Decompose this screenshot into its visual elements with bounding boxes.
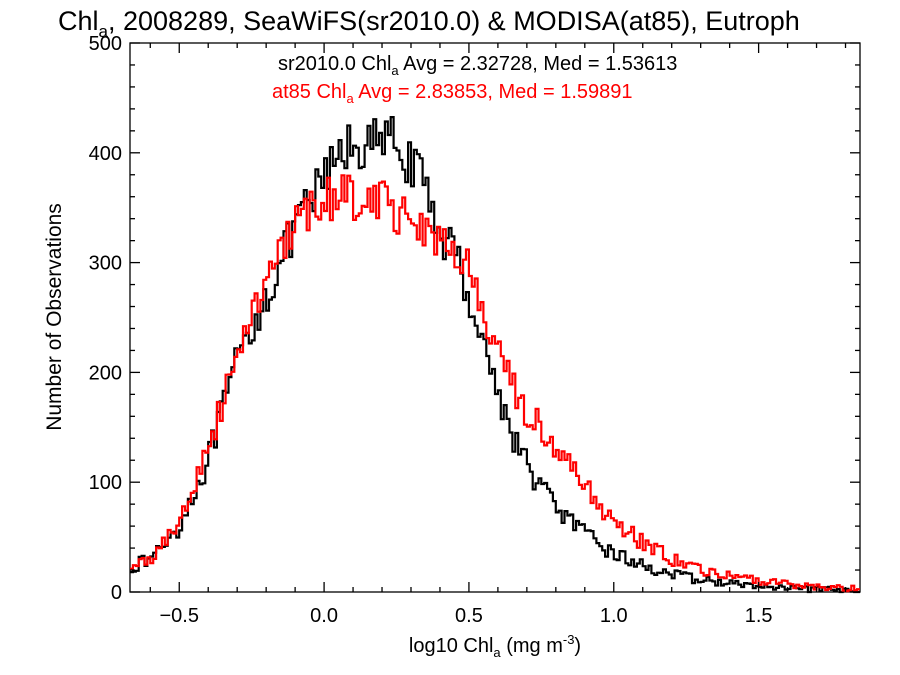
y-tick-label: 200	[89, 362, 122, 384]
y-tick-label: 300	[89, 253, 122, 275]
plot-frame	[129, 42, 861, 593]
title-prefix: Chl	[58, 6, 99, 36]
y-tick-label: 500	[89, 33, 122, 55]
histogram-series-0	[130, 116, 860, 594]
series-layer	[130, 116, 860, 594]
y-axis-label: Number of Observations	[43, 203, 66, 431]
title-subscript: a	[99, 22, 109, 41]
annotation-sr2010: sr2010.0 Chla Avg = 2.32728, Med = 1.536…	[278, 53, 677, 78]
chart-title: Chla, 2008289, SeaWiFS(sr2010.0) & MODIS…	[58, 6, 800, 41]
annotation-at85: at85 Chla Avg = 2.83853, Med = 1.59891	[272, 81, 632, 106]
x-tick-label: −0.5	[160, 605, 199, 627]
x-tick-label: 0.5	[455, 605, 483, 627]
x-tick-label: 0.0	[310, 605, 338, 627]
y-tick-label: 0	[111, 582, 122, 604]
x-axis-label: log10 Chla (mg m-3)	[409, 632, 581, 660]
x-tick-label: 1.5	[745, 605, 773, 627]
tick-layer: −0.5 0.0 0.5 1.0 1.5 0 100 200 300 400 500	[89, 33, 860, 627]
title-rest: , 2008289, SeaWiFS(sr2010.0) & MODISA(at…	[108, 6, 800, 36]
y-tick-label: 100	[89, 472, 122, 494]
histogram-series-1	[130, 174, 860, 593]
x-tick-label: 1.0	[600, 605, 628, 627]
y-tick-label: 400	[89, 143, 122, 165]
plot-area: −0.5 0.0 0.5 1.0 1.5 0 100 200 300 400 500	[89, 33, 861, 627]
